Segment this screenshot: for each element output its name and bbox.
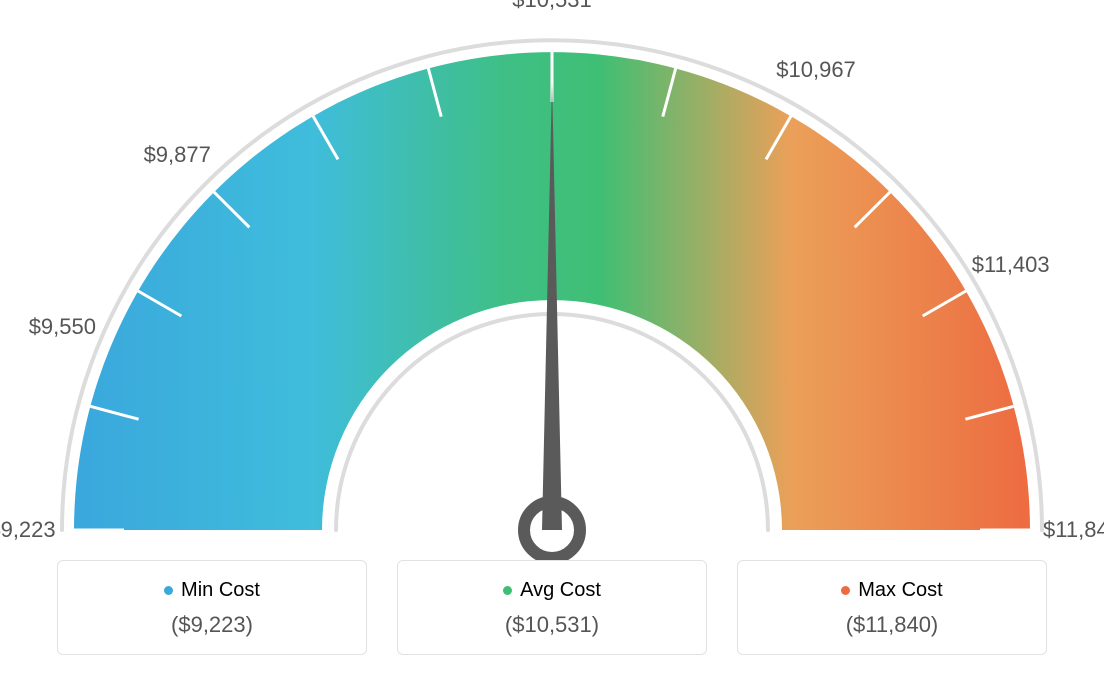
legend-max-card: Max Cost ($11,840) <box>737 560 1047 655</box>
gauge-tick-label: $9,223 <box>0 517 56 543</box>
legend-avg-label: Avg Cost <box>520 579 601 601</box>
gauge-tick-label: $9,550 <box>29 314 96 340</box>
legend-avg-value: ($10,531) <box>408 612 696 638</box>
legend-min-value: ($9,223) <box>68 612 356 638</box>
legend-max-value: ($11,840) <box>748 612 1036 638</box>
legend-min-label: Min Cost <box>181 579 260 601</box>
gauge-tick-label: $11,840 <box>1043 517 1104 543</box>
gauge-chart: $9,223 $9,550 $9,877 $10,531 $10,967 $11,403 $… <box>0 0 1104 560</box>
dot-icon <box>841 586 850 595</box>
gauge-tick-label: $10,531 <box>512 0 592 13</box>
gauge-tick-label: $10,967 <box>776 57 856 83</box>
legend-min-title: Min Cost <box>68 579 356 602</box>
legend-row: Min Cost ($9,223) Avg Cost ($10,531) Max… <box>0 560 1104 655</box>
legend-min-card: Min Cost ($9,223) <box>57 560 367 655</box>
dot-icon <box>164 586 173 595</box>
gauge-tick-label: $9,877 <box>144 142 211 168</box>
legend-max-label: Max Cost <box>858 579 942 601</box>
gauge-tick-label: $11,403 <box>972 252 1050 278</box>
legend-avg-title: Avg Cost <box>408 579 696 602</box>
gauge-svg <box>0 0 1104 560</box>
legend-max-title: Max Cost <box>748 579 1036 602</box>
dot-icon <box>503 586 512 595</box>
legend-avg-card: Avg Cost ($10,531) <box>397 560 707 655</box>
